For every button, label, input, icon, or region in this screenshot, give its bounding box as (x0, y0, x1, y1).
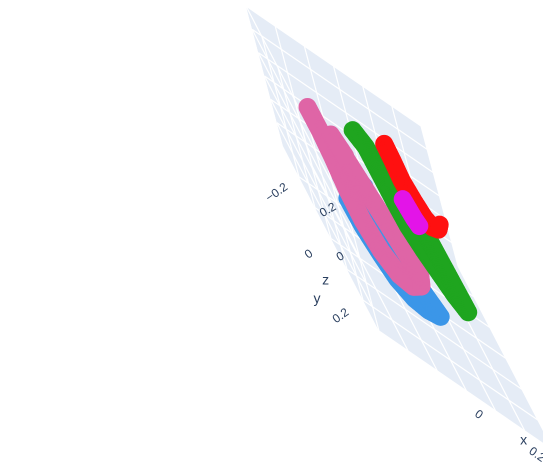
data-point (336, 147, 355, 165)
y-tick-label: 0 (302, 246, 316, 261)
x-axis-title: x (520, 432, 527, 448)
x-tick-label: 0 (472, 407, 486, 422)
y-grid-line (346, 268, 523, 390)
y-tick-label: −0.2 (263, 179, 291, 204)
scene-edge (457, 265, 543, 432)
data-point (430, 215, 449, 234)
z-grid-line (257, 52, 434, 174)
series-1 (298, 98, 431, 296)
scatter-points (298, 98, 478, 326)
scene-edge (245, 5, 422, 127)
z-axis-title: z (322, 271, 329, 287)
y-grid-line (362, 299, 539, 421)
z-grid-line (276, 122, 374, 308)
scene-edge (378, 330, 543, 445)
scene-edge (420, 125, 459, 267)
z-grid-line (263, 75, 362, 262)
y-tick-label: 0.2 (330, 305, 352, 326)
series-4 (393, 190, 429, 236)
x-tick-label: 0.2 (526, 444, 543, 462)
data-point (410, 217, 429, 236)
z-grid-line (251, 28, 428, 150)
z-grid-line (257, 52, 355, 238)
z-grid-line (270, 99, 368, 285)
z-grid-line (251, 29, 349, 215)
y-axis-title: y (314, 290, 321, 306)
